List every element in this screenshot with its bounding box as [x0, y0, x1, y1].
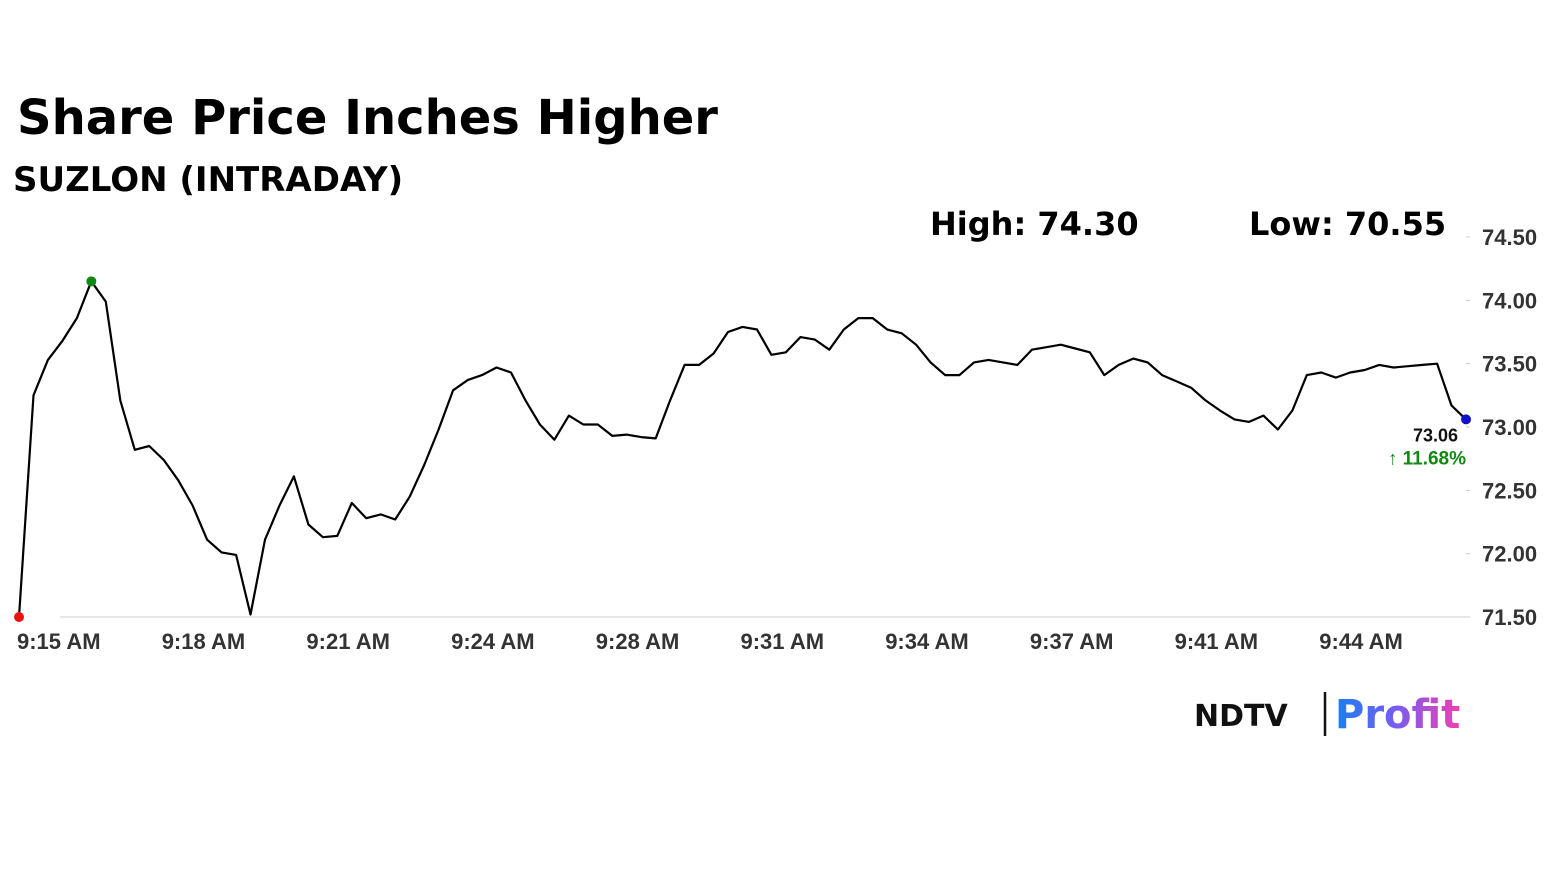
chart-title: Share Price Inches Higher — [17, 90, 718, 146]
x-tick-label: 9:41 AM — [1175, 629, 1259, 654]
x-tick-label: 9:28 AM — [596, 629, 680, 654]
x-tick-label: 9:18 AM — [162, 629, 246, 654]
y-tick-label: 74.50 — [1482, 225, 1537, 250]
change-label: ↑ 11.68% — [1388, 448, 1466, 469]
x-tick-label: 9:21 AM — [306, 629, 390, 654]
y-tick-label: 73.00 — [1482, 415, 1537, 440]
logo-profit: Profit — [1335, 692, 1460, 738]
start-marker — [14, 612, 24, 622]
chart-subtitle: SUZLON (INTRADAY) — [13, 160, 403, 200]
high-label: High: 74.30 — [930, 205, 1139, 243]
x-tick-label: 9:44 AM — [1319, 629, 1403, 654]
y-tick-label: 72.50 — [1482, 478, 1537, 503]
last-price-label: 73.06 — [1413, 425, 1458, 445]
y-tick-label: 74.00 — [1482, 288, 1537, 313]
high-marker — [86, 276, 97, 287]
price-line — [17, 280, 1467, 618]
x-tick-label: 9:15 AM — [17, 629, 101, 654]
x-tick-label: 9:37 AM — [1030, 629, 1114, 654]
x-tick-label: 9:31 AM — [741, 629, 825, 654]
x-tick-label: 9:24 AM — [451, 629, 535, 654]
logo-ndtv: NDTV — [1194, 699, 1288, 734]
end-marker — [1461, 414, 1471, 425]
y-tick-label: 72.00 — [1482, 542, 1537, 567]
plot: 71.50 72.00 72.50 73.00 73.50 74.00 74.50 9:15 … — [14, 225, 1537, 654]
x-tick-label: 9:34 AM — [885, 629, 969, 654]
low-label: Low: 70.55 — [1249, 205, 1446, 243]
y-tick-label: 73.50 — [1482, 352, 1537, 377]
y-tick-label: 71.50 — [1482, 605, 1537, 630]
